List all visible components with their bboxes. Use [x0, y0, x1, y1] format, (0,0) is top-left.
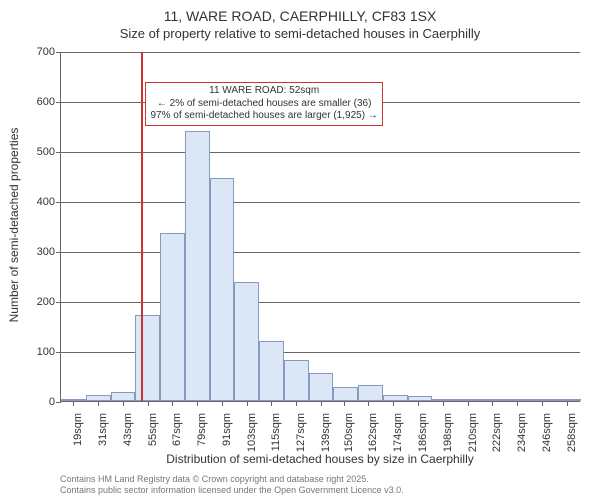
histogram-bar [383, 395, 408, 401]
x-tick-label: 150sqm [343, 413, 355, 452]
title-line-1: 11, WARE ROAD, CAERPHILLY, CF83 1SX [0, 8, 600, 24]
reference-marker [141, 52, 143, 401]
grid-line [61, 202, 580, 203]
x-tick-label: 19sqm [72, 413, 84, 446]
grid-line [61, 152, 580, 153]
footer-line-2: Contains public sector information licen… [60, 485, 404, 496]
y-tick-label: 0 [49, 396, 55, 408]
x-tick-label: 210sqm [467, 413, 479, 452]
x-tick-label: 127sqm [295, 413, 307, 452]
y-tick-label: 600 [37, 96, 55, 108]
x-tick-label: 55sqm [147, 413, 159, 446]
histogram-bar [556, 399, 581, 401]
histogram-bar [160, 233, 185, 401]
x-tick-label: 222sqm [491, 413, 503, 452]
grid-line [61, 302, 580, 303]
histogram-bar [531, 399, 556, 401]
x-tick-label: 43sqm [122, 413, 134, 446]
y-axis-label: Number of semi-detached properties [7, 128, 21, 323]
chart-footer: Contains HM Land Registry data © Crown c… [60, 474, 404, 496]
histogram-bar [457, 399, 482, 401]
x-tick-label: 91sqm [221, 413, 233, 446]
histogram-bar [111, 392, 136, 401]
histogram-bar [135, 315, 160, 401]
chart-container: 11, WARE ROAD, CAERPHILLY, CF83 1SX Size… [0, 0, 600, 500]
histogram-bar [284, 360, 309, 401]
plot-area: 010020030040050060070019sqm31sqm43sqm55s… [60, 52, 580, 402]
histogram-bar [185, 131, 210, 401]
grid-line [61, 252, 580, 253]
histogram-bar [259, 341, 284, 401]
y-tick-label: 700 [37, 46, 55, 58]
x-tick-label: 258sqm [566, 413, 578, 452]
annotation-box: 11 WARE ROAD: 52sqm← 2% of semi-detached… [145, 82, 382, 126]
annotation-line: 11 WARE ROAD: 52sqm [150, 85, 377, 98]
x-axis-label: Distribution of semi-detached houses by … [60, 452, 580, 466]
y-tick-label: 100 [37, 346, 55, 358]
x-tick-label: 234sqm [516, 413, 528, 452]
annotation-line: ← 2% of semi-detached houses are smaller… [150, 98, 377, 111]
histogram-bar [309, 373, 334, 401]
annotation-line: 97% of semi-detached houses are larger (… [150, 110, 377, 123]
x-tick-label: 198sqm [442, 413, 454, 452]
y-tick-label: 500 [37, 146, 55, 158]
histogram-bar [482, 399, 507, 401]
x-tick-label: 31sqm [97, 413, 109, 446]
x-tick-label: 246sqm [541, 413, 553, 452]
x-tick-label: 115sqm [270, 413, 282, 451]
histogram-bar [408, 396, 433, 401]
y-tick-label: 200 [37, 296, 55, 308]
histogram-bar [358, 385, 383, 401]
y-tick-label: 300 [37, 246, 55, 258]
histogram-bar [507, 399, 532, 401]
x-tick-label: 186sqm [417, 413, 429, 452]
y-tick-label: 400 [37, 196, 55, 208]
x-tick-label: 103sqm [246, 413, 258, 452]
histogram-bar [210, 178, 235, 401]
x-tick-label: 79sqm [196, 413, 208, 446]
histogram-bar [234, 282, 259, 401]
x-tick-label: 174sqm [392, 413, 404, 452]
x-tick-label: 139sqm [320, 413, 332, 452]
x-tick-label: 67sqm [171, 413, 183, 446]
x-tick-label: 162sqm [367, 413, 379, 452]
grid-line [61, 52, 580, 53]
footer-line-1: Contains HM Land Registry data © Crown c… [60, 474, 404, 485]
title-line-2: Size of property relative to semi-detach… [0, 26, 600, 41]
histogram-bar [432, 399, 457, 401]
histogram-bar [333, 387, 358, 401]
